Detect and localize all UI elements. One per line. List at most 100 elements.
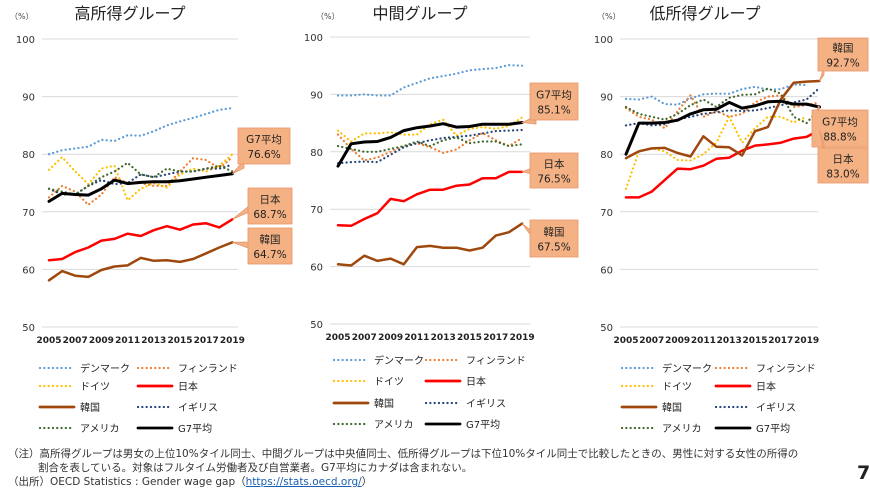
x-tick-label: 2015 <box>457 333 482 343</box>
series-line-uk <box>47 163 234 196</box>
legend-label: ドイツ <box>80 382 110 393</box>
chart-title: 中間グループ <box>372 4 467 23</box>
callout-name: G7平均 <box>536 90 572 102</box>
legend-label: 日本 <box>466 375 486 388</box>
y-tick-label: 80 <box>310 148 323 159</box>
x-tick-label: 2019 <box>510 333 535 343</box>
y-tick-label: 60 <box>22 265 35 276</box>
y-tick-label: 70 <box>600 208 613 219</box>
legend-item-japan: 日本 <box>714 380 776 393</box>
legend-item-finland: フィンランド <box>424 355 526 367</box>
legend-label: ドイツ <box>662 382 692 393</box>
x-tick-label: 2009 <box>89 336 114 346</box>
source-suffix: ） <box>361 476 373 488</box>
y-tick-label: 60 <box>310 263 323 274</box>
x-tick-label: 2007 <box>352 333 377 343</box>
x-tick-label: 2009 <box>665 336 690 346</box>
legend-label: G7平均 <box>466 419 500 431</box>
callout-name: 日本 <box>833 153 854 166</box>
legend-label: イギリス <box>178 402 218 414</box>
series-line-korea <box>47 241 234 282</box>
legend-label: G7平均 <box>178 423 212 435</box>
legend-item-korea: 韓国 <box>620 402 682 414</box>
callout-value: 83.0% <box>826 169 859 181</box>
legend-item-denmark: デンマーク <box>620 362 712 375</box>
x-tick-label: 2019 <box>794 336 819 346</box>
callout-japan: 日本 68.7% <box>232 187 293 225</box>
series-line-g7 <box>624 99 821 156</box>
y-tick-label: 90 <box>310 90 323 101</box>
callout-name: 韓国 <box>260 234 281 246</box>
legend-label: フィンランド <box>178 363 238 375</box>
legend-item-denmark: デンマーク <box>332 354 424 367</box>
legend-label: G7平均 <box>756 423 790 435</box>
callout-value: 68.7% <box>253 209 286 221</box>
callout-value: 88.8% <box>823 132 856 144</box>
series-line-denmark <box>336 63 524 97</box>
legend-label: アメリカ <box>80 423 120 435</box>
y-tick-label: 100 <box>16 35 35 46</box>
callout-value: 76.5% <box>537 174 570 186</box>
series-line-uk <box>336 128 524 165</box>
legend-label: イギリス <box>466 398 506 410</box>
legend-item-g7: G7平均 <box>424 419 500 431</box>
legend-label: 韓国 <box>662 402 682 414</box>
y-tick-label: 90 <box>600 93 613 104</box>
series-line-g7 <box>336 121 524 168</box>
series-line-denmark <box>47 107 234 156</box>
legend-label: 韓国 <box>80 402 100 414</box>
y-tick-label: 70 <box>22 208 35 219</box>
legend-label: デンマーク <box>374 354 424 367</box>
series-line-japan <box>624 128 821 199</box>
series-line-japan <box>47 218 234 262</box>
y-tick-label: 50 <box>310 320 323 331</box>
y-unit-label: （%） <box>316 12 340 21</box>
x-tick-label: 2013 <box>431 333 456 343</box>
legend-label: 韓国 <box>374 398 394 410</box>
legend-item-g7: G7平均 <box>136 423 212 435</box>
legend-item-germany: ドイツ <box>332 377 404 388</box>
y-tick-label: 100 <box>304 33 323 44</box>
series-line-japan <box>336 170 524 228</box>
y-unit-label: （%） <box>597 12 621 21</box>
y-tick-label: 50 <box>22 323 35 334</box>
series-line-usa <box>624 87 821 125</box>
callout-g7: G7平均 88.8% <box>811 105 869 148</box>
y-tick-label: 70 <box>310 205 323 216</box>
callout-japan: 日本 83.0% <box>817 129 869 184</box>
legend-item-usa: アメリカ <box>620 423 702 435</box>
x-tick-label: 2005 <box>613 336 638 346</box>
x-tick-label: 2013 <box>141 336 166 346</box>
callout-value: 64.7% <box>253 249 286 261</box>
source-link[interactable]: https://stats.oecd.org/ <box>245 476 362 488</box>
series-line-germany <box>47 153 234 202</box>
y-tick-label: 80 <box>600 150 613 161</box>
legend-item-usa: アメリカ <box>38 423 120 435</box>
x-tick-label: 2017 <box>483 333 508 343</box>
callout-name: 韓国 <box>544 227 565 239</box>
callout-korea: 韓国 64.7% <box>232 227 293 265</box>
x-tick-label: 2005 <box>325 333 350 343</box>
x-tick-label: 2011 <box>115 336 140 346</box>
legend-item-japan: 日本 <box>136 380 198 393</box>
callout-g7: G7平均 85.1% <box>520 82 579 125</box>
note-line-1: （注）高所得グループは男女の上位10%タイル同士、中間グループは中央値同士、低所… <box>8 448 799 460</box>
series-line-korea <box>624 79 821 160</box>
source-prefix: （出所）OECD Statistics : Gender wage gap（ <box>8 476 246 488</box>
legend-label: 日本 <box>178 380 198 393</box>
y-tick-label: 60 <box>600 265 613 276</box>
series-line-usa <box>336 136 524 153</box>
y-tick-label: 90 <box>22 93 35 104</box>
callout-value: 76.6% <box>247 149 280 161</box>
legend-label: フィンランド <box>756 363 816 375</box>
y-tick-label: 50 <box>600 323 613 334</box>
x-tick-label: 2011 <box>691 336 716 346</box>
x-tick-label: 2015 <box>742 336 767 346</box>
series-line-germany <box>336 116 524 143</box>
series-line-germany <box>624 115 808 190</box>
callout-korea: 韓国 67.5% <box>521 219 579 258</box>
